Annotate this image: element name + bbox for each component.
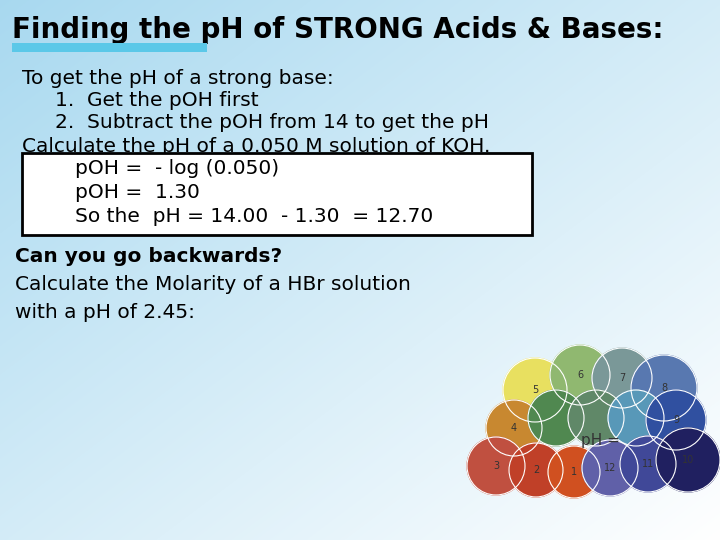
Text: 2: 2 — [533, 465, 539, 475]
Circle shape — [486, 400, 542, 456]
Circle shape — [467, 437, 525, 495]
Text: 3: 3 — [493, 461, 499, 471]
Text: 7: 7 — [619, 373, 625, 383]
Circle shape — [550, 345, 610, 405]
Circle shape — [608, 390, 664, 446]
Text: Can you go backwards?: Can you go backwards? — [15, 247, 282, 267]
FancyBboxPatch shape — [22, 153, 532, 235]
Circle shape — [656, 428, 720, 492]
Text: pOH =  - log (0.050): pOH = - log (0.050) — [75, 159, 279, 178]
Text: 5: 5 — [532, 385, 538, 395]
Text: Calculate the Molarity of a HBr solution: Calculate the Molarity of a HBr solution — [15, 275, 411, 294]
Text: 12: 12 — [604, 463, 616, 473]
Circle shape — [646, 390, 706, 450]
Text: 1.  Get the pOH first: 1. Get the pOH first — [55, 91, 258, 110]
Text: with a pH of 2.45:: with a pH of 2.45: — [15, 302, 195, 321]
Text: Calculate the pH of a 0.050 M solution of KOH.: Calculate the pH of a 0.050 M solution o… — [22, 138, 490, 157]
Text: 4: 4 — [511, 423, 517, 433]
Circle shape — [592, 348, 652, 408]
Circle shape — [503, 358, 567, 422]
Circle shape — [548, 446, 600, 498]
Text: pOH =  1.30: pOH = 1.30 — [75, 183, 200, 201]
Text: So the  pH = 14.00  - 1.30  = 12.70: So the pH = 14.00 - 1.30 = 12.70 — [75, 207, 433, 226]
Circle shape — [568, 390, 624, 446]
Text: pH =: pH = — [580, 433, 619, 448]
Text: 11: 11 — [642, 459, 654, 469]
Text: 10: 10 — [682, 455, 694, 465]
Circle shape — [620, 436, 676, 492]
Circle shape — [582, 440, 638, 496]
Circle shape — [528, 390, 584, 446]
Circle shape — [509, 443, 563, 497]
FancyBboxPatch shape — [12, 43, 207, 52]
Text: 6: 6 — [577, 370, 583, 380]
Text: 9: 9 — [673, 415, 679, 425]
Text: To get the pH of a strong base:: To get the pH of a strong base: — [22, 69, 334, 87]
Circle shape — [631, 355, 697, 421]
Text: 8: 8 — [661, 383, 667, 393]
Text: 1: 1 — [571, 467, 577, 477]
Text: 2.  Subtract the pOH from 14 to get the pH: 2. Subtract the pOH from 14 to get the p… — [55, 112, 489, 132]
Text: Finding the pH of STRONG Acids & Bases:: Finding the pH of STRONG Acids & Bases: — [12, 16, 664, 44]
